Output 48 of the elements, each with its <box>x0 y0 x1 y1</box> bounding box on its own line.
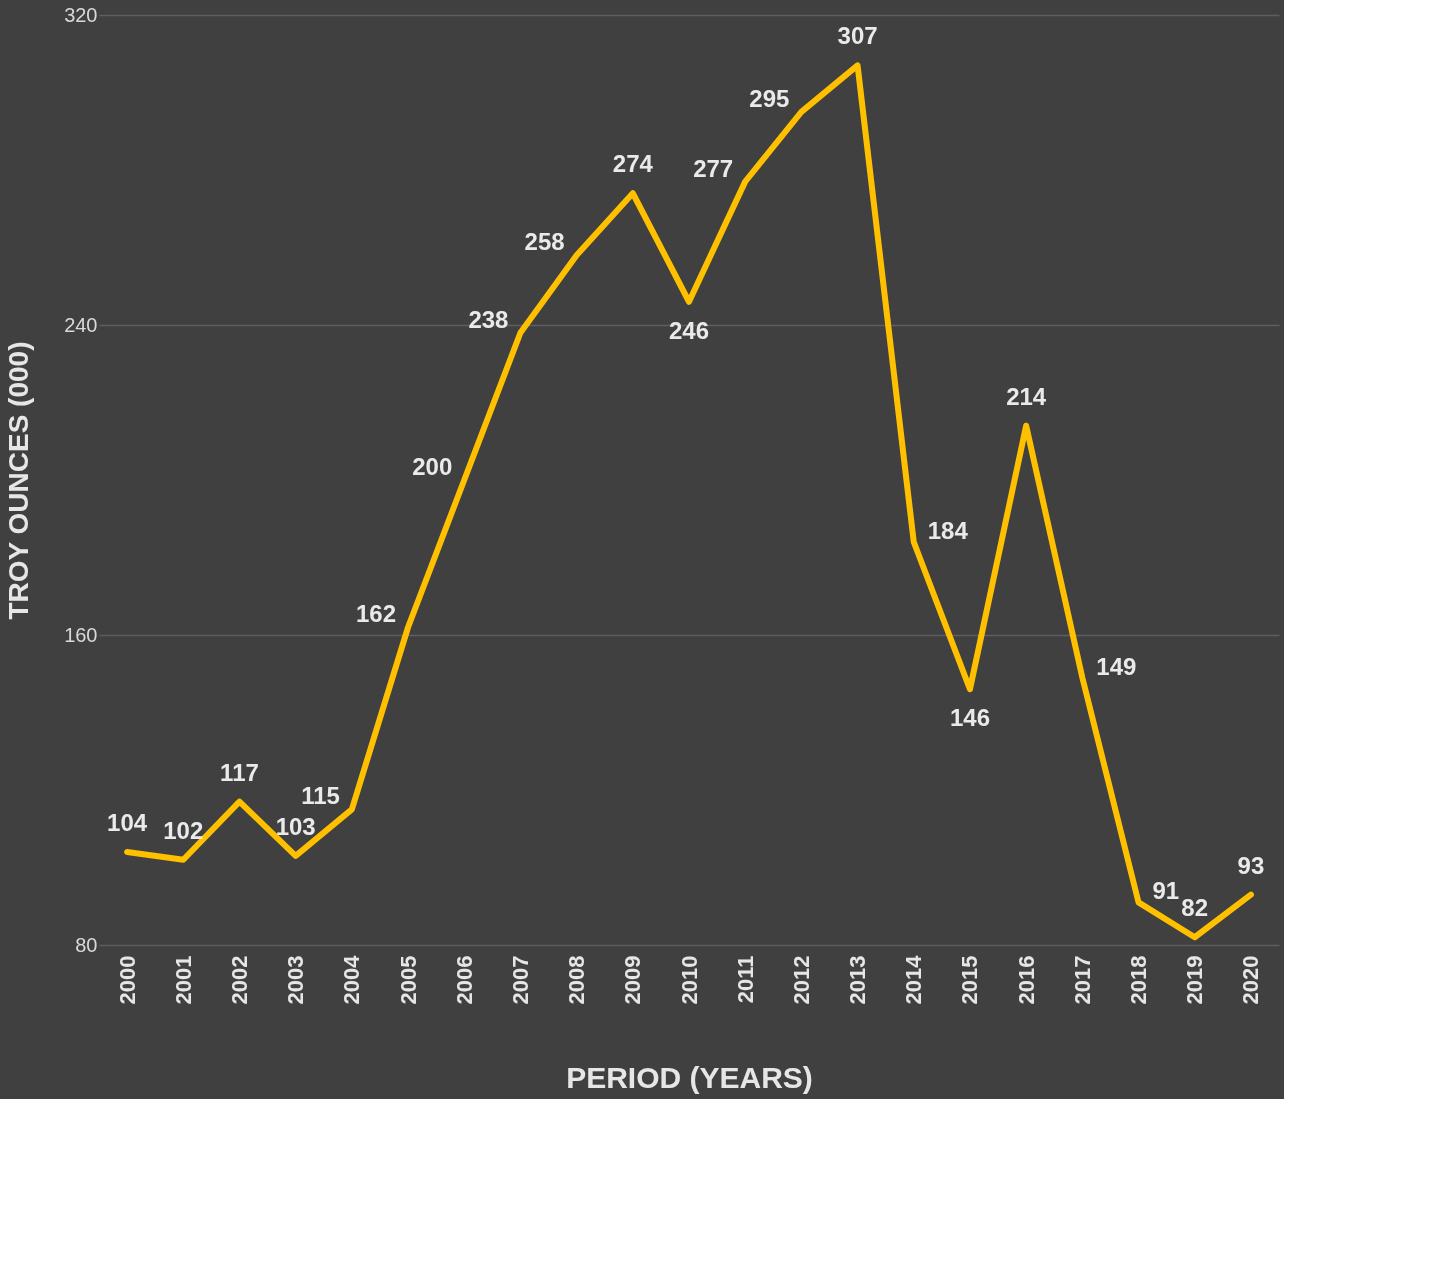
x-tick-label: 2006 <box>451 955 477 1005</box>
data-label: 149 <box>1096 652 1137 680</box>
x-tick-label: 2007 <box>507 955 533 1005</box>
x-tick-label: 2005 <box>395 955 421 1005</box>
x-tick-label: 2018 <box>1126 955 1152 1005</box>
y-tick-label: 80 <box>75 933 98 956</box>
x-tick-label: 2001 <box>170 955 196 1005</box>
x-tick-label: 2011 <box>732 955 758 1004</box>
data-label: 295 <box>749 84 790 112</box>
y-tick-label: 160 <box>64 623 98 646</box>
data-label: 214 <box>1006 382 1047 410</box>
x-axis-title: PERIOD (YEARS) <box>566 1061 813 1095</box>
data-label: 200 <box>412 453 453 480</box>
data-label: 91 <box>1152 877 1180 905</box>
data-label: 102 <box>163 816 204 844</box>
x-tick-label: 2002 <box>226 955 252 1005</box>
data-label: 146 <box>949 704 990 732</box>
x-tick-label: 2019 <box>1182 955 1208 1005</box>
x-tick-label: 2008 <box>564 955 590 1005</box>
x-tick-label: 2013 <box>845 955 871 1005</box>
data-label: 117 <box>220 758 259 786</box>
data-label: 184 <box>927 517 969 544</box>
data-label: 258 <box>524 228 565 256</box>
x-tick-label: 2015 <box>957 955 983 1005</box>
x-tick-label: 2000 <box>114 955 140 1005</box>
data-label: 93 <box>1237 851 1265 879</box>
x-tick-label: 2017 <box>1069 955 1095 1005</box>
y-tick-label: 320 <box>64 3 98 26</box>
data-label: 103 <box>275 812 316 840</box>
x-tick-label: 2012 <box>788 955 814 1005</box>
data-label: 238 <box>468 305 509 333</box>
y-axis-title: TROY OUNCES (000) <box>3 341 35 620</box>
data-label: 307 <box>837 22 878 50</box>
x-tick-label: 2003 <box>283 955 309 1005</box>
x-tick-label: 2014 <box>901 954 927 1005</box>
data-label: 104 <box>107 809 148 836</box>
y-tick-label: 240 <box>64 313 98 336</box>
data-label: 162 <box>356 600 397 628</box>
x-tick-label: 2004 <box>339 954 365 1005</box>
data-label: 277 <box>693 154 734 182</box>
data-label: 82 <box>1181 894 1209 922</box>
x-tick-label: 2020 <box>1238 955 1264 1005</box>
data-label: 115 <box>301 782 340 810</box>
data-label: 274 <box>612 150 654 178</box>
x-tick-label: 2010 <box>676 955 702 1005</box>
x-tick-label: 2009 <box>620 955 646 1005</box>
data-label: 246 <box>668 316 710 344</box>
x-tick-label: 2016 <box>1013 955 1039 1005</box>
